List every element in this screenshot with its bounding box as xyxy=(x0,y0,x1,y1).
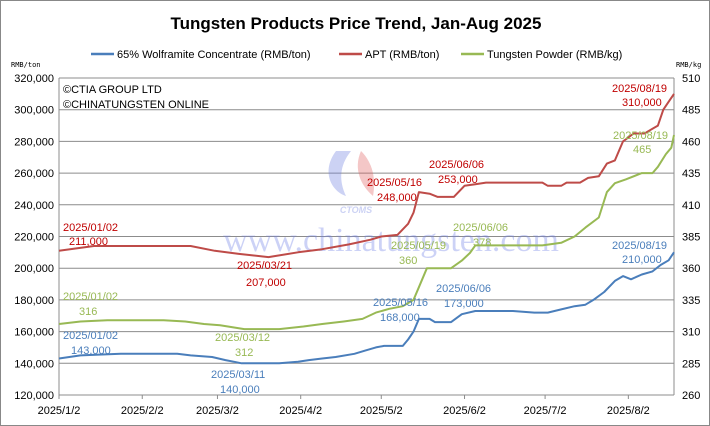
copyright-line-2: ©CHINATUNGSTEN ONLINE xyxy=(63,99,209,111)
right-tick-label: 510 xyxy=(682,73,700,85)
annotation-apt-date-5: 2025/08/19 xyxy=(612,83,667,95)
left-tick-label: 260,000 xyxy=(14,168,54,180)
annotation-apt-value-4: 253,000 xyxy=(438,174,478,186)
gridlines xyxy=(58,77,675,396)
x-tick-label: 2025/2/2 xyxy=(121,405,164,417)
annotation-wolframite-value-3: 168,000 xyxy=(380,312,420,324)
left-tick-label: 120,000 xyxy=(14,390,54,402)
right-axis-ticks: 260 285 310 335 360 385 410 435 460 485 510 xyxy=(682,73,700,402)
watermark-text: www.chinatungsten.com xyxy=(223,222,559,259)
left-axis-ticks: 120,000 140,000 160,000 180,000 200,000 220,0… xyxy=(14,73,54,402)
legend: 65% Wolframite Concentrate (RMB/ton) APT… xyxy=(91,49,622,61)
annotation-apt-value-2: 207,000 xyxy=(246,277,286,289)
annotation-wolframite-value-1: 143,000 xyxy=(71,345,111,357)
annotation-wolframite-date-5: 2025/08/19 xyxy=(612,240,667,252)
annotation-powder-date-4: 2025/06/06 xyxy=(453,222,508,234)
right-tick-label: 285 xyxy=(682,358,700,370)
annotation-powder-value-4: 378 xyxy=(473,237,491,249)
left-tick-label: 280,000 xyxy=(14,136,54,148)
x-tick-label: 2025/3/2 xyxy=(196,405,239,417)
left-tick-label: 240,000 xyxy=(14,200,54,212)
annotation-wolframite-value-4: 173,000 xyxy=(444,298,484,310)
right-tick-label: 310 xyxy=(682,327,700,339)
x-tick-label: 2025/6/2 xyxy=(443,405,486,417)
x-tick-label: 2025/7/2 xyxy=(524,405,567,417)
annotation-wolframite-date-3: 2025/05/16 xyxy=(373,297,428,309)
x-axis-ticks: 2025/1/2 2025/2/2 2025/3/2 2025/4/2 2025/5/2… xyxy=(38,395,650,417)
x-tick-label: 2025/8/2 xyxy=(607,405,650,417)
annotation-wolframite-value-5: 210,000 xyxy=(622,254,662,266)
left-tick-label: 160,000 xyxy=(14,327,54,339)
right-axis-unit: RMB/kg xyxy=(676,61,701,69)
series-lines xyxy=(58,93,675,365)
annotation-apt-date-4: 2025/06/06 xyxy=(429,159,484,171)
right-tick-label: 260 xyxy=(682,390,700,402)
annotation-powder-value-2: 312 xyxy=(235,347,253,359)
annotation-apt-date-3: 2025/05/16 xyxy=(367,177,422,189)
watermark: CTOMS www.chinatungsten.com xyxy=(223,151,559,259)
annotation-wolframite-date-1: 2025/01/02 xyxy=(63,330,118,342)
apt-series-line xyxy=(58,93,675,259)
annotation-powder-date-5: 2025/08/19 xyxy=(613,130,668,142)
left-tick-label: 140,000 xyxy=(14,358,54,370)
chart-title: Tungsten Products Price Trend, Jan-Aug 2… xyxy=(171,14,542,33)
right-tick-label: 335 xyxy=(682,295,700,307)
annotations: 2025/01/02 211,000 2025/03/21 207,000 20… xyxy=(63,83,668,396)
left-axis-unit: RMB/ton xyxy=(11,61,41,69)
watermark-logo-icon xyxy=(328,151,351,196)
annotation-powder-date-2: 2025/03/12 xyxy=(215,332,270,344)
annotation-powder-value-5: 465 xyxy=(633,144,651,156)
annotation-wolframite-date-4: 2025/06/06 xyxy=(436,283,491,295)
legend-label-wolframite: 65% Wolframite Concentrate (RMB/ton) xyxy=(117,49,311,61)
annotation-apt-value-5: 310,000 xyxy=(622,97,662,109)
annotation-powder-value-3: 360 xyxy=(399,255,417,267)
annotation-apt-date-2: 2025/03/21 xyxy=(237,260,292,272)
annotation-wolframite-date-2: 2025/03/11 xyxy=(211,369,265,381)
watermark-logo-icon-2 xyxy=(357,151,375,196)
left-tick-label: 320,000 xyxy=(14,73,54,85)
annotation-powder-date-3: 2025/05/19 xyxy=(391,240,446,252)
annotation-apt-date-1: 2025/01/02 xyxy=(63,222,118,234)
wolframite-series-line xyxy=(58,251,675,365)
annotation-powder-date-1: 2025/01/02 xyxy=(63,291,118,303)
powder-series-line xyxy=(58,134,675,331)
annotation-powder-value-1: 316 xyxy=(79,306,97,318)
annotation-apt-value-3: 248,000 xyxy=(377,192,417,204)
left-tick-label: 200,000 xyxy=(14,263,54,275)
copyright-line-1: ©CTIA GROUP LTD xyxy=(63,84,162,96)
right-tick-label: 410 xyxy=(682,200,700,212)
right-tick-label: 485 xyxy=(682,105,700,117)
legend-label-apt: APT (RMB/ton) xyxy=(365,49,439,61)
watermark-logo-text: CTOMS xyxy=(340,205,372,215)
x-tick-label: 2025/5/2 xyxy=(360,405,403,417)
annotation-wolframite-value-2: 140,000 xyxy=(220,384,260,396)
annotation-apt-value-1: 211,000 xyxy=(69,236,108,248)
legend-label-powder: Tungsten Powder (RMB/kg) xyxy=(487,49,622,61)
left-tick-label: 220,000 xyxy=(14,232,54,244)
right-tick-label: 460 xyxy=(682,136,700,148)
right-tick-label: 435 xyxy=(682,168,700,180)
x-tick-label: 2025/4/2 xyxy=(279,405,322,417)
left-tick-label: 180,000 xyxy=(14,295,54,307)
right-tick-label: 385 xyxy=(682,232,700,244)
x-tick-label: 2025/1/2 xyxy=(38,405,81,417)
left-tick-label: 300,000 xyxy=(14,105,54,117)
right-tick-label: 360 xyxy=(682,263,700,275)
